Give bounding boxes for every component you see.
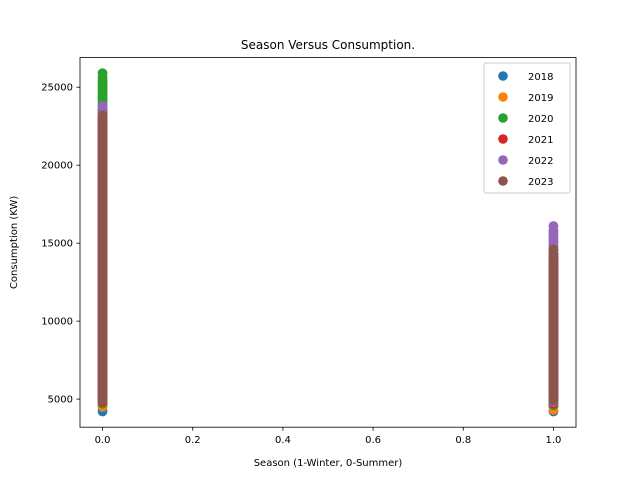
x-tick-label: 0.0 (95, 435, 111, 446)
series-2023 (97, 110, 559, 406)
data-point (548, 221, 559, 231)
legend-marker (498, 155, 508, 165)
y-tick-label: 20000 (41, 161, 73, 172)
legend-marker (498, 71, 508, 81)
legend: 2018 2019 2020 2021 2022 2023 (483, 62, 571, 194)
x-axis-label: Season (1-Winter, 0-Summer) (254, 458, 403, 469)
data-point (97, 101, 108, 111)
data-point (97, 68, 108, 78)
data-point (97, 395, 108, 406)
data-point (548, 395, 559, 406)
y-tick-label: 5000 (48, 395, 73, 406)
plot-area: 0.0 0.2 0.4 0.6 0.8 1.0 5000 10000 15000 20000 25… (41, 57, 577, 446)
legend-label: 2018 (528, 72, 553, 83)
chart-title: Season Versus Consumption. (241, 38, 415, 52)
x-tick-label: 0.8 (455, 435, 471, 446)
legend-label: 2023 (528, 177, 553, 188)
data-marks (97, 68, 559, 417)
legend-label: 2021 (528, 135, 553, 146)
x-tick-label: 1.0 (546, 435, 562, 446)
x-tick-label: 0.6 (365, 435, 381, 446)
data-point (548, 244, 559, 255)
y-tick-label: 25000 (41, 83, 73, 94)
legend-marker (498, 176, 508, 186)
x-tick-label: 0.2 (185, 435, 201, 446)
data-point (97, 110, 108, 121)
legend-label: 2019 (528, 93, 553, 104)
x-axis-ticks: 0.0 0.2 0.4 0.6 0.8 1.0 (95, 427, 562, 446)
y-tick-label: 15000 (41, 239, 73, 250)
axes-frame (79, 57, 577, 428)
legend-label: 2020 (528, 114, 553, 125)
legend-marker (498, 134, 508, 144)
y-tick-label: 10000 (41, 317, 73, 328)
y-axis-label: Consumption (KW) (9, 196, 20, 289)
legend-marker (498, 113, 508, 123)
y-axis-ticks: 5000 10000 15000 20000 25000 (41, 83, 80, 406)
legend-label: 2022 (528, 156, 553, 167)
legend-marker (498, 92, 508, 102)
x-tick-label: 0.4 (275, 435, 291, 446)
legend-box (483, 62, 571, 194)
